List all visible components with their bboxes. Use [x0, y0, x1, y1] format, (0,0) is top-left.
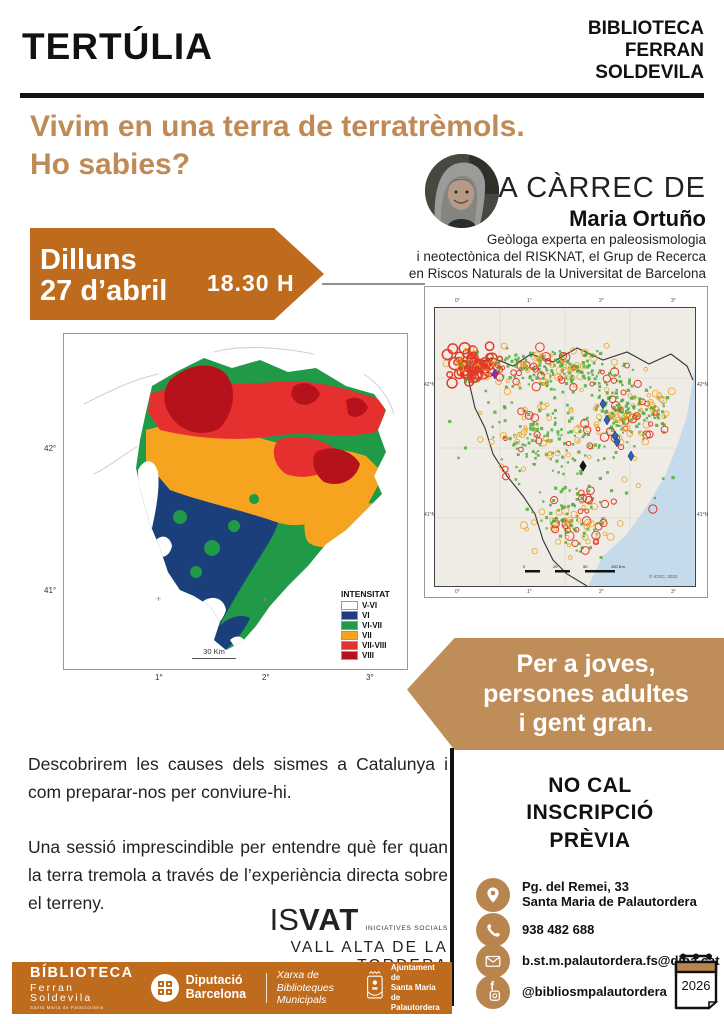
legend-label: V-VI — [362, 601, 378, 610]
biblioteca-logo: BÍBLIOTECA Ferran Soldevila Santa Maria … — [30, 965, 134, 1010]
calendar-icon: 2026 — [672, 952, 720, 1010]
legend-swatch — [341, 621, 358, 630]
map-tick-label: 2° — [599, 298, 604, 304]
map-tick-label: 41°N — [424, 512, 436, 518]
legend-row: VII-VIII — [341, 641, 403, 650]
diputacio-logo: Diputació Barcelona — [150, 973, 246, 1003]
ajuntament-shield-icon — [367, 971, 383, 999]
legend-swatch — [341, 631, 358, 640]
speaker-name: Maria Ortuño — [569, 206, 706, 231]
legend-row: VII — [341, 631, 403, 640]
contact-social-row: f @bibliosmpalautordera — [476, 975, 667, 1009]
envelope-icon — [476, 944, 510, 978]
contact-phone-row: 938 482 688 — [476, 913, 594, 947]
map-legend: INTENSITAT V-VI VI VI-VII VII VII-VIII VIII — [341, 589, 403, 661]
contact-email-row: b.st.m.palautordera.fs@diba.cat — [476, 944, 720, 978]
map-tick-label: 1° — [527, 589, 532, 595]
time-label: 18.30 H — [207, 270, 295, 296]
y-tick-42: 42° — [44, 444, 57, 453]
legend-title: INTENSITAT — [341, 589, 390, 599]
y-tick-41: 41° — [44, 586, 57, 595]
description-paragraph: Descobrirem les causes dels sismes a Cat… — [28, 754, 448, 803]
facebook-instagram-icon: f — [476, 975, 510, 1009]
legend-label: VII-VIII — [362, 641, 387, 650]
svg-text:© ICGC, 2022: © ICGC, 2022 — [649, 573, 678, 579]
banner-connector-line — [322, 283, 425, 285]
speaker-heading: A CÀRREC DE — [498, 172, 706, 204]
library-name-line: SOLDEVILA — [595, 61, 704, 83]
map-tick-label: 0° — [455, 298, 460, 304]
contact-address: Pg. del Remei, 33 Santa Maria de Palauto… — [522, 879, 697, 909]
legend-swatch — [341, 651, 358, 660]
description-paragraph: Una sessió imprescindible per entendre q… — [28, 836, 448, 914]
footer-separator — [266, 973, 267, 1003]
diputacio-emblem-icon — [150, 974, 179, 1002]
graticule-cross: + — [262, 595, 268, 605]
seismic-intensity-map: INTENSITAT V-VI VI VI-VII VII VII-VIII VIII 3… — [63, 333, 408, 670]
legend-row: VIII — [341, 651, 403, 660]
event-title: Vivim en una terra de terratrèmols. Ho s… — [30, 110, 525, 182]
epicenter-map-frame: 0 25 50 100 Km © ICGC, 2022 0° 1° 2° 3° 0° 1° 2° 3°… — [424, 286, 708, 598]
x-tick-1: 1° — [155, 673, 163, 682]
legend-label: VIII — [362, 651, 375, 660]
event-description: Descobrirem les causes dels sismes a Cat… — [28, 750, 448, 944]
map-tick-label: 41°N — [697, 512, 709, 518]
legend-row: V-VI — [341, 601, 403, 610]
epicenter-map: 0 25 50 100 Km © ICGC, 2022 — [434, 307, 696, 587]
date-banner: Dilluns 27 d’abril 18.30 H — [30, 228, 324, 320]
date-label: Dilluns 27 d’abril — [40, 244, 168, 308]
legend-swatch — [341, 641, 358, 650]
contact-phone: 938 482 688 — [522, 921, 595, 937]
speaker-photo — [425, 154, 499, 228]
speaker-bio: Geòloga experta en paleosismologia i neo… — [408, 232, 706, 282]
library-name: BIBLIOTECA FERRAN SOLDEVILA — [588, 18, 704, 84]
x-tick-3: 3° — [366, 673, 374, 682]
legend-row: VI-VII — [341, 621, 403, 630]
audience-banner: Per a joves, persones adultes i gent gra… — [407, 638, 724, 750]
legend-label: VII — [362, 631, 372, 640]
contact-email: b.st.m.palautordera.fs@diba.cat — [522, 952, 720, 968]
legend-label: VI-VII — [362, 621, 383, 630]
svg-text:f: f — [490, 979, 494, 993]
map-scale-bar: 30 Km — [192, 647, 236, 659]
map-tick-label: 2° — [599, 589, 604, 595]
isvat-tagline: INICIATIVES SOCIALS — [365, 925, 448, 932]
svg-text:100 Km: 100 Km — [611, 564, 625, 569]
header-divider-rule — [20, 93, 704, 98]
map-tick-label: 3° — [671, 589, 676, 595]
library-name-line: BIBLIOTECA — [587, 18, 704, 39]
contact-social: @bibliosmpalautordera — [522, 983, 667, 999]
svg-text:25: 25 — [553, 564, 558, 569]
portrait-illustration — [425, 154, 499, 228]
legend-rows: V-VI VI VI-VII VII VII-VIII VIII — [341, 601, 403, 660]
x-tick-2: 2° — [262, 673, 270, 682]
event-type-title: TERTÚLIA — [22, 26, 213, 67]
map-tick-label: 3° — [671, 298, 676, 304]
location-pin-icon — [476, 878, 510, 912]
legend-label: VI — [362, 611, 370, 620]
column-divider — [450, 748, 454, 1006]
ajuntament-logo: Ajuntament de Santa Maria de Palautorder… — [364, 963, 442, 1013]
epicenter-scatter: 0 25 50 100 Km © ICGC, 2022 — [435, 308, 695, 586]
svg-text:50: 50 — [583, 564, 588, 569]
map-tick-label: 42°N — [697, 382, 709, 388]
calendar-year: 2026 — [681, 978, 711, 993]
map-tick-label: 1° — [527, 298, 532, 304]
catalonia-choropleth — [83, 347, 395, 650]
legend-swatch — [341, 611, 358, 620]
registration-note: NO CAL INSCRIPCIÓ PRÈVIA — [526, 774, 654, 852]
library-name-line: FERRAN — [624, 39, 704, 61]
legend-swatch — [341, 601, 358, 610]
footer-bar: BÍBLIOTECA Ferran Soldevila Santa Maria … — [12, 962, 452, 1014]
map-tick-label: 0° — [455, 589, 460, 595]
contact-address-row: Pg. del Remei, 33 Santa Maria de Palauto… — [476, 878, 697, 912]
phone-icon — [476, 913, 510, 947]
map-tick-label: 42°N — [424, 382, 436, 388]
legend-row: VI — [341, 611, 403, 620]
xarxa-label: Xarxa de Biblioteques Municipals — [276, 969, 335, 1007]
graticule-cross: + — [156, 594, 162, 604]
svg-text:0: 0 — [523, 564, 526, 569]
audience-text: Per a joves, persones adultes i gent gra… — [483, 650, 689, 737]
